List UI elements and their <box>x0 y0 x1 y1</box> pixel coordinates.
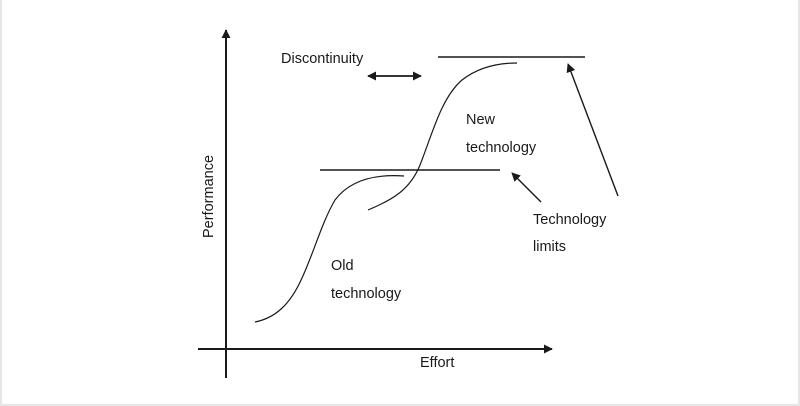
technology-limits-label-line2: limits <box>533 239 566 255</box>
technology-limits-label-line1: Technology <box>533 212 607 228</box>
limit-arrow-to-new <box>566 63 619 197</box>
discontinuity-label: Discontinuity <box>281 51 364 67</box>
x-axis-label: Effort <box>420 355 454 371</box>
y-axis-label: Performance <box>201 155 217 238</box>
new-technology-curve <box>367 62 518 211</box>
old-technology-curve <box>254 175 405 323</box>
old-technology-label-line1: Old <box>331 258 354 274</box>
limit-arrow-to-old <box>511 172 542 203</box>
new-technology-label-line1: New <box>466 112 496 128</box>
old-technology-label-line2: technology <box>331 286 402 302</box>
new-technology-label-line2: technology <box>466 140 537 156</box>
